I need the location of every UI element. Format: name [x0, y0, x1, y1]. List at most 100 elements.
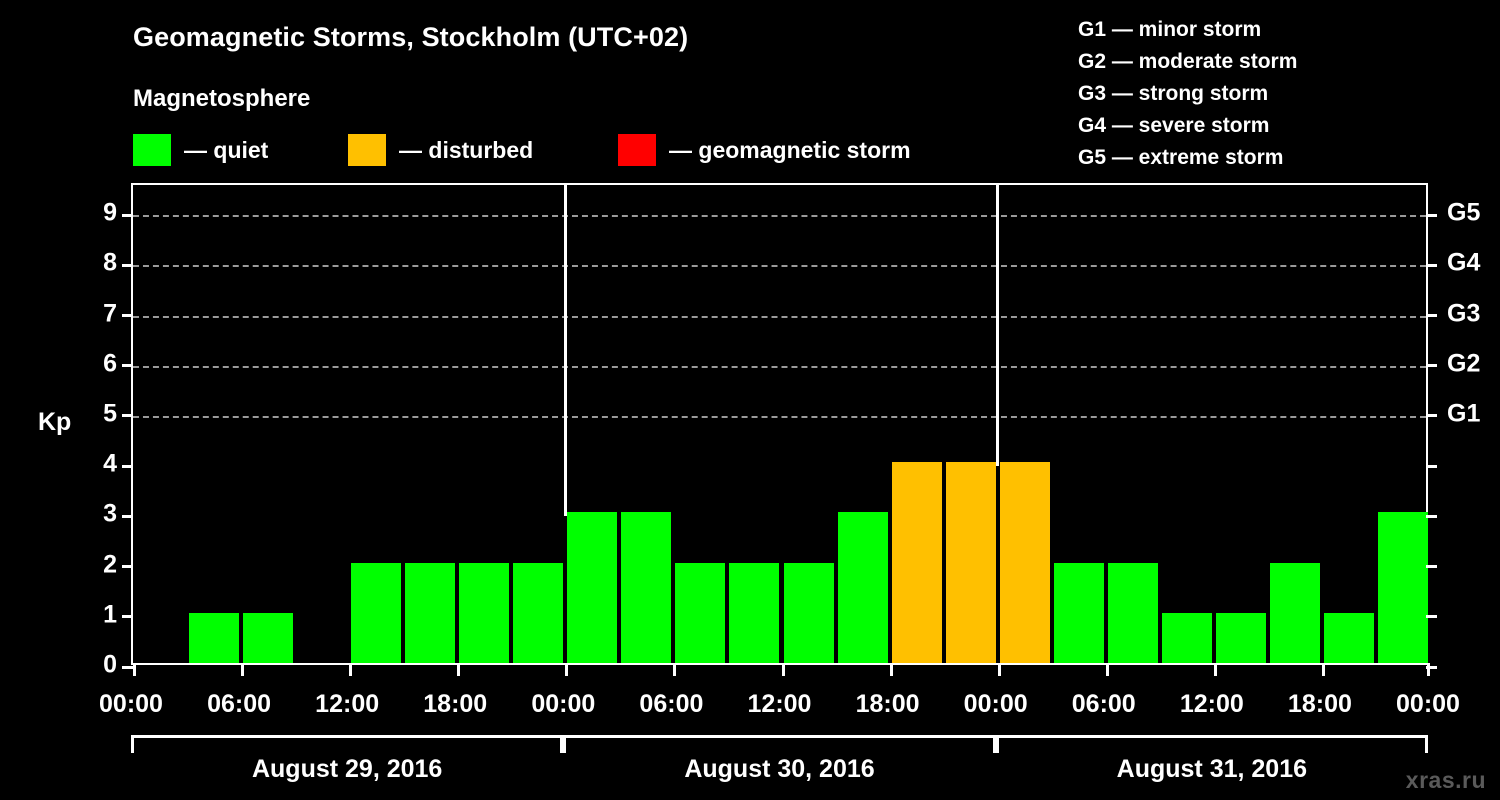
y-tick-8: [122, 263, 133, 267]
y-axis-tick-labels: 0 1 2 3 4 5 6 7 8 9: [75, 183, 117, 679]
bar-15: [945, 462, 996, 663]
x-tick-label-12: 00:00: [1396, 690, 1460, 718]
y-tick-6: [122, 364, 133, 368]
bar-10: [675, 562, 726, 663]
x-tick-label-3: 18:00: [423, 690, 488, 718]
section-title-magnetosphere: Magnetosphere: [133, 85, 311, 112]
y-tick-label-8: 8: [103, 248, 117, 277]
bar-17: [1053, 562, 1104, 663]
x-tick-6: [781, 663, 785, 676]
y-tick-right-6: [1426, 364, 1437, 368]
g-axis-label-G3: G3: [1447, 299, 1481, 328]
y-tick-right-7: [1426, 314, 1437, 318]
x-tick-label-9: 06:00: [1071, 690, 1136, 718]
bar-13: [837, 512, 888, 663]
storm-swatch: [618, 134, 656, 166]
day-band-3: [995, 735, 1428, 753]
quiet-swatch: [133, 134, 171, 166]
x-tick-2: [349, 663, 353, 676]
y-tick-right-1: [1426, 615, 1437, 619]
day-separator-2: [996, 185, 1000, 467]
gridline-kp-8: [133, 265, 1426, 268]
bar-series: [133, 185, 1428, 663]
y-tick-2: [122, 565, 133, 569]
day-label-2: August 30, 2016: [684, 755, 875, 783]
y-tick-right-0: [1426, 665, 1437, 669]
y-tick-label-5: 5: [103, 399, 117, 428]
g-axis-label-G2: G2: [1447, 349, 1481, 378]
y-tick-right-3: [1426, 514, 1437, 518]
x-tick-label-1: 06:00: [207, 690, 272, 718]
right-axis-g-labels: G1 G2 G3 G4 G5: [1447, 183, 1500, 665]
x-tick-8: [997, 663, 1001, 676]
y-tick-right-5: [1426, 414, 1437, 418]
y-tick-right-8: [1426, 263, 1437, 267]
day-bands: August 29, 2016 August 30, 2016 August 31,…: [0, 735, 1500, 795]
day-band-1: [131, 735, 564, 753]
bar-7: [513, 562, 564, 663]
x-tick-3: [457, 663, 461, 676]
g-legend-row-5: G5 — extreme storm: [1078, 146, 1284, 169]
x-tick-5: [673, 663, 677, 676]
y-tick-5: [122, 414, 133, 418]
y-tick-label-1: 1: [103, 600, 117, 629]
legend-label-0: — quiet: [184, 136, 269, 163]
gridline-kp-6: [133, 365, 1426, 368]
bar-16: [999, 462, 1050, 663]
y-tick-0: [122, 665, 133, 669]
legend-label-2: — geomagnetic storm: [669, 136, 911, 163]
y-tick-label-9: 9: [103, 198, 117, 227]
gridline-kp-7: [133, 315, 1426, 318]
page-title: Geomagnetic Storms, Stockholm (UTC+02): [133, 22, 689, 52]
gridline-kp-9: [133, 215, 1426, 218]
bar-1: [189, 612, 240, 663]
legend-item-2: — geomagnetic storm: [618, 133, 911, 167]
x-tick-label-6: 12:00: [747, 690, 812, 718]
x-tick-label-4: 00:00: [531, 690, 596, 718]
bar-5: [405, 562, 456, 663]
x-tick-label-10: 12:00: [1179, 690, 1244, 718]
x-axis-tick-labels: 00:00 06:00 12:00 18:00 00:00 06:00 12:00 18:00…: [0, 690, 1500, 724]
x-tick-4: [565, 663, 569, 676]
plot-area: [122, 183, 1437, 676]
y-tick-right-2: [1426, 565, 1437, 569]
y-tick-right-4: [1426, 464, 1437, 468]
bar-22: [1323, 612, 1374, 663]
y-tick-right-9: [1426, 213, 1437, 217]
x-tick-10: [1213, 663, 1217, 676]
bar-clipped-edge: [1412, 512, 1426, 663]
y-tick-7: [122, 314, 133, 318]
day-band-2: [563, 735, 996, 753]
g-legend-row-2: G2 — moderate storm: [1078, 50, 1298, 73]
y-tick-label-0: 0: [103, 650, 117, 679]
gridline-kp-5: [133, 415, 1426, 418]
y-tick-4: [122, 464, 133, 468]
x-tick-12: [1427, 663, 1430, 676]
y-axis-title: Kp: [38, 408, 72, 436]
bar-21: [1269, 562, 1320, 663]
x-tick-7: [889, 663, 893, 676]
day-separator-1: [563, 185, 567, 517]
x-tick-label-0: 00:00: [99, 690, 163, 718]
x-tick-label-11: 18:00: [1287, 690, 1352, 718]
y-tick-9: [122, 213, 133, 217]
g-scale-legend: G1 — minor storm G2 — moderate storm G3 — …: [1078, 14, 1297, 174]
bar-14: [891, 462, 942, 663]
x-tick-label-2: 12:00: [315, 690, 380, 718]
x-tick-11: [1321, 663, 1325, 676]
g-axis-label-G4: G4: [1447, 248, 1481, 277]
x-tick-label-7: 18:00: [855, 690, 920, 718]
x-tick-0: [133, 663, 136, 676]
y-tick-label-6: 6: [103, 349, 117, 378]
g-axis-label-G1: G1: [1447, 399, 1481, 428]
bar-6: [459, 562, 510, 663]
bar-8: [567, 512, 618, 663]
x-tick-9: [1105, 663, 1109, 676]
y-tick-1: [122, 615, 133, 619]
legend-label-1: — disturbed: [399, 136, 534, 163]
g-legend-row-1: G1 — minor storm: [1078, 18, 1262, 41]
bar-18: [1107, 562, 1158, 663]
x-tick-label-8: 00:00: [963, 690, 1028, 718]
bar-4: [351, 562, 402, 663]
